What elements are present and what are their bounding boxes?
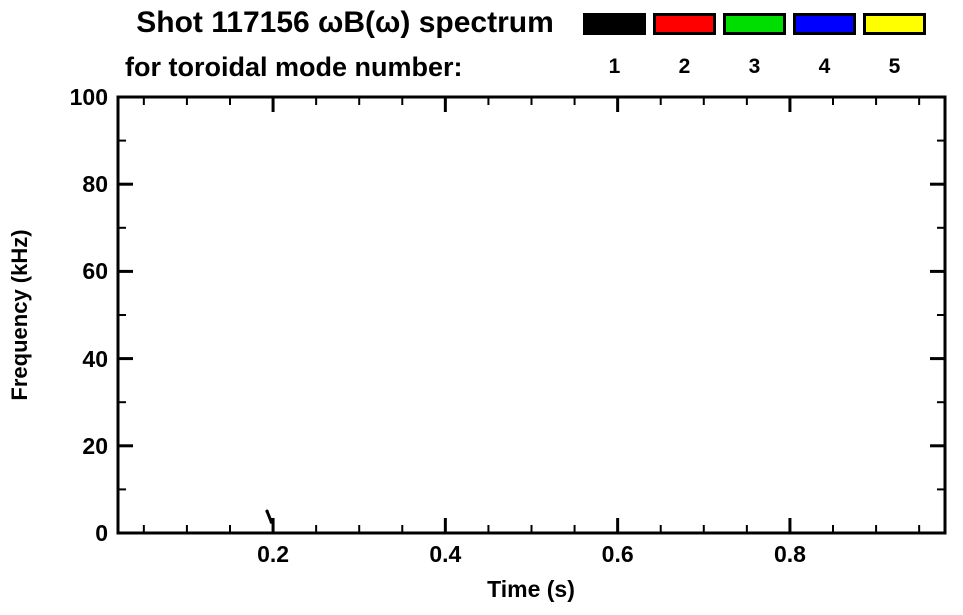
plot-frame — [116, 95, 947, 535]
chart-title: Shot 117156 ωB(ω) spectrum — [136, 6, 554, 39]
x-axis-label: Time (s) — [487, 576, 575, 602]
chart-subtitle: for toroidal mode number: — [125, 52, 463, 82]
data-point — [269, 520, 273, 524]
data-point — [265, 509, 269, 513]
data-mark — [265, 509, 273, 524]
